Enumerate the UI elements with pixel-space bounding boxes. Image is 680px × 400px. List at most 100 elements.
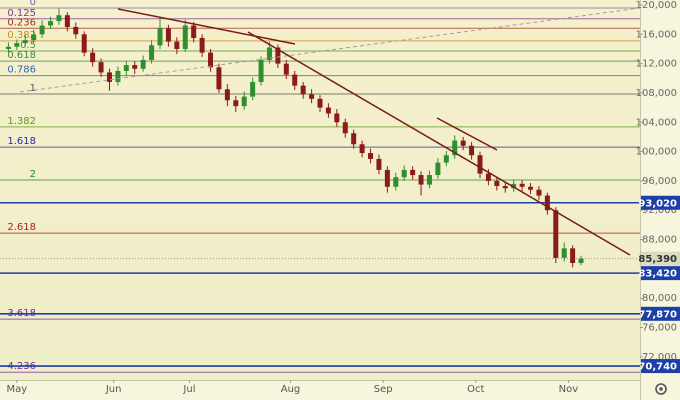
candle-body (73, 26, 79, 35)
candle-body (351, 133, 357, 145)
candle-body (224, 89, 230, 101)
fib-label: 1.618 (7, 136, 36, 147)
x-tick-label: Jul (182, 384, 195, 395)
trendline (436, 117, 498, 151)
gear[interactable] (655, 383, 667, 395)
candle-body (342, 122, 348, 134)
candle-body (199, 37, 205, 53)
candle-body (14, 43, 20, 47)
candle-body (22, 40, 28, 44)
candle-body (208, 52, 214, 68)
candle-body (426, 175, 432, 185)
candle-body (90, 52, 96, 63)
candle-body (250, 81, 256, 97)
candle-body (561, 248, 567, 258)
candle-body (376, 158, 382, 170)
candle-body (393, 177, 399, 187)
x-tick-label: Sep (374, 384, 393, 395)
fib-label: 1.382 (7, 116, 36, 127)
price-box (641, 359, 680, 374)
candle-body (300, 85, 306, 95)
candle-body (140, 59, 146, 69)
candle-body (418, 175, 424, 185)
candle-body (325, 107, 331, 114)
candle-body (191, 25, 197, 38)
y-tick-label: 76,000 (642, 323, 677, 334)
trendlines (19, 7, 641, 256)
price-box (641, 251, 680, 266)
x-tick-label: Aug (281, 384, 301, 395)
candle-body (477, 155, 483, 174)
candle-body (528, 186, 534, 190)
fib-label: 0.236 (7, 17, 36, 28)
fib-label: 0 (30, 0, 36, 8)
candle-body (317, 98, 323, 108)
candle-body (334, 113, 340, 123)
candle-body (81, 34, 87, 53)
candle-body (241, 96, 247, 107)
fib-label: 2.618 (7, 222, 36, 233)
price-box-label: 85,390 (638, 254, 677, 265)
price-box-label: 93,020 (638, 198, 677, 209)
candle-body (469, 145, 475, 156)
candle-body (553, 210, 559, 258)
y-tick-label: 72,000 (642, 352, 677, 363)
candle-body (460, 140, 466, 146)
y-tick-label: 100,000 (636, 147, 677, 158)
candle-body (410, 169, 416, 176)
candle-body (368, 153, 374, 159)
candle-body (165, 28, 171, 42)
fib-label: 0.618 (7, 50, 36, 61)
candle-body (115, 70, 121, 82)
y-tick-label: 116,000 (636, 29, 677, 40)
candle-body (98, 62, 104, 73)
candle-body (132, 65, 138, 69)
x-tick-label: Jun (105, 384, 122, 395)
candle-body (233, 100, 239, 107)
candle-body (452, 140, 458, 156)
candle-body (275, 47, 281, 64)
candle-body (494, 180, 500, 187)
x-tick-label: Nov (559, 384, 579, 395)
candle-layer (5, 8, 584, 268)
candle-body (283, 63, 289, 75)
y-tick-label: 92,000 (642, 205, 677, 216)
candle-body (56, 15, 62, 22)
price-box (641, 266, 680, 281)
candle-body (502, 186, 508, 189)
candle-body (157, 28, 163, 46)
candle-body (149, 45, 155, 60)
candle-body (174, 41, 180, 49)
settings-icon[interactable] (655, 383, 667, 395)
candle-body (216, 67, 222, 90)
y-tick-label: 112,000 (636, 59, 677, 70)
y-tick-label: 120,000 (636, 0, 677, 11)
x-tick-label: Oct (467, 384, 484, 395)
candle-body (511, 183, 517, 189)
y-tick-label: 80,000 (642, 293, 677, 304)
y-tick-label: 108,000 (636, 88, 677, 99)
candle-body (5, 46, 11, 49)
candle-body (384, 169, 390, 187)
y-tick-label: 96,000 (642, 176, 677, 187)
gear-hub[interactable] (659, 387, 663, 391)
fib-label: 0.382 (7, 30, 36, 41)
candle-body (359, 144, 365, 154)
candle-body (485, 173, 491, 181)
price-box (641, 195, 680, 210)
plot-area (0, 0, 640, 380)
candle-body (443, 155, 449, 163)
candle-body (309, 94, 315, 99)
candle-body (570, 248, 576, 264)
candle-body (266, 47, 272, 60)
candle-body (292, 74, 298, 86)
candle-body (123, 65, 129, 71)
price-box-label: 83,420 (638, 269, 677, 280)
candle-body (578, 258, 584, 264)
candle-body (39, 25, 45, 35)
time-axis (0, 380, 640, 400)
price-box-label: 70,740 (638, 362, 677, 373)
x-tick-label: May (6, 384, 27, 395)
